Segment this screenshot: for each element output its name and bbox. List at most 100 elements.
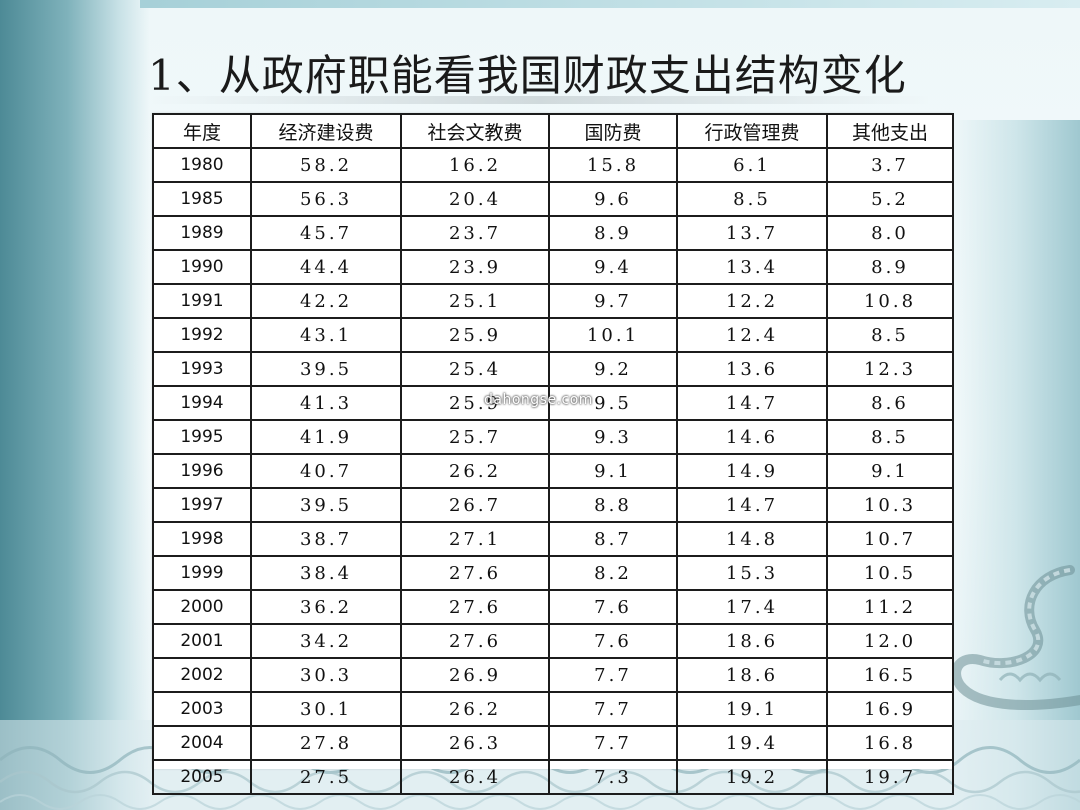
cell-administration: 14.9 [676, 453, 828, 489]
cell-economic-construction: 41.9 [250, 419, 402, 455]
table-row: 1995 41.9 25.7 9.3 14.6 8.5 [152, 419, 954, 455]
cell-national-defense: 9.3 [548, 419, 678, 455]
cell-national-defense: 9.2 [548, 351, 678, 387]
cell-administration: 14.7 [676, 385, 828, 421]
cell-year: 2001 [152, 623, 252, 659]
cell-administration: 13.7 [676, 215, 828, 251]
table-row: 1992 43.1 25.9 10.1 12.4 8.5 [152, 317, 954, 353]
cell-year: 1999 [152, 555, 252, 591]
cell-national-defense: 7.7 [548, 657, 678, 693]
cell-social-culture-education: 26.9 [400, 657, 550, 693]
table-header-row: 年度 经济建设费 社会文教费 国防费 行政管理费 其他支出 [152, 113, 954, 149]
cell-other-expenditure: 8.6 [826, 385, 954, 421]
cell-administration: 19.1 [676, 691, 828, 727]
cell-year: 1993 [152, 351, 252, 387]
cell-economic-construction: 27.5 [250, 759, 402, 795]
cell-national-defense: 7.3 [548, 759, 678, 795]
cell-social-culture-education: 23.9 [400, 249, 550, 285]
cell-social-culture-education: 25.4 [400, 351, 550, 387]
table-row: 2002 30.3 26.9 7.7 18.6 16.5 [152, 657, 954, 693]
cell-social-culture-education: 25.9 [400, 317, 550, 353]
cell-economic-construction: 42.2 [250, 283, 402, 319]
table-row: 1985 56.3 20.4 9.6 8.5 5.2 [152, 181, 954, 217]
table-row: 1980 58.2 16.2 15.8 6.1 3.7 [152, 147, 954, 183]
cell-administration: 12.4 [676, 317, 828, 353]
cell-social-culture-education: 26.3 [400, 725, 550, 761]
cell-other-expenditure: 8.5 [826, 419, 954, 455]
cell-year: 1980 [152, 147, 252, 183]
cell-other-expenditure: 12.0 [826, 623, 954, 659]
cell-year: 2005 [152, 759, 252, 795]
cell-economic-construction: 30.3 [250, 657, 402, 693]
header-economic-construction: 经济建设费 [250, 113, 402, 149]
cell-other-expenditure: 5.2 [826, 181, 954, 217]
expenditure-table-container: 年度 经济建设费 社会文教费 国防费 行政管理费 其他支出 1980 58.2 16… [152, 113, 954, 795]
cell-social-culture-education: 25.9 [400, 385, 550, 421]
cell-year: 1996 [152, 453, 252, 489]
cell-national-defense: 7.7 [548, 691, 678, 727]
cell-other-expenditure: 8.5 [826, 317, 954, 353]
cell-social-culture-education: 27.6 [400, 589, 550, 625]
cell-economic-construction: 39.5 [250, 487, 402, 523]
cell-other-expenditure: 10.3 [826, 487, 954, 523]
table-row: 1990 44.4 23.9 9.4 13.4 8.9 [152, 249, 954, 285]
left-decorative-band [0, 0, 150, 810]
cell-social-culture-education: 27.6 [400, 623, 550, 659]
cell-social-culture-education: 23.7 [400, 215, 550, 251]
cell-economic-construction: 44.4 [250, 249, 402, 285]
cell-social-culture-education: 16.2 [400, 147, 550, 183]
dragon-ornament-icon [951, 565, 1080, 710]
slide-title: 1、从政府职能看我国财政支出结构变化 [148, 51, 907, 100]
cell-social-culture-education: 26.2 [400, 691, 550, 727]
cell-economic-construction: 27.8 [250, 725, 402, 761]
title-underline-shadow [150, 96, 930, 104]
cell-social-culture-education: 20.4 [400, 181, 550, 217]
table-row: 2000 36.2 27.6 7.6 17.4 11.2 [152, 589, 954, 625]
cell-year: 2000 [152, 589, 252, 625]
table-row: 1999 38.4 27.6 8.2 15.3 10.5 [152, 555, 954, 591]
table-row: 1997 39.5 26.7 8.8 14.7 10.3 [152, 487, 954, 523]
cell-national-defense: 8.7 [548, 521, 678, 557]
cell-administration: 6.1 [676, 147, 828, 183]
cell-national-defense: 8.9 [548, 215, 678, 251]
cell-national-defense: 9.7 [548, 283, 678, 319]
header-other-expenditure: 其他支出 [826, 113, 954, 149]
cell-economic-construction: 58.2 [250, 147, 402, 183]
cell-social-culture-education: 27.1 [400, 521, 550, 557]
cell-social-culture-education: 26.4 [400, 759, 550, 795]
cell-year: 1995 [152, 419, 252, 455]
cell-administration: 14.8 [676, 521, 828, 557]
cell-economic-construction: 43.1 [250, 317, 402, 353]
table-row: 2001 34.2 27.6 7.6 18.6 12.0 [152, 623, 954, 659]
cell-national-defense: 7.6 [548, 623, 678, 659]
cell-other-expenditure: 16.8 [826, 725, 954, 761]
cell-economic-construction: 34.2 [250, 623, 402, 659]
cell-other-expenditure: 10.5 [826, 555, 954, 591]
cell-administration: 13.4 [676, 249, 828, 285]
cell-national-defense: 15.8 [548, 147, 678, 183]
table-row: 1993 39.5 25.4 9.2 13.6 12.3 [152, 351, 954, 387]
header-administration: 行政管理费 [676, 113, 828, 149]
cell-economic-construction: 38.7 [250, 521, 402, 557]
watermark-text: dahongse.com [484, 392, 593, 408]
table-row: 1989 45.7 23.7 8.9 13.7 8.0 [152, 215, 954, 251]
cell-year: 1994 [152, 385, 252, 421]
cell-administration: 17.4 [676, 589, 828, 625]
cell-administration: 15.3 [676, 555, 828, 591]
cell-administration: 18.6 [676, 657, 828, 693]
cell-social-culture-education: 25.7 [400, 419, 550, 455]
cell-administration: 14.7 [676, 487, 828, 523]
cell-other-expenditure: 8.9 [826, 249, 954, 285]
cell-year: 2004 [152, 725, 252, 761]
cell-national-defense: 9.6 [548, 181, 678, 217]
cell-administration: 13.6 [676, 351, 828, 387]
cell-social-culture-education: 25.1 [400, 283, 550, 319]
table-row: 1996 40.7 26.2 9.1 14.9 9.1 [152, 453, 954, 489]
cell-year: 1985 [152, 181, 252, 217]
header-social-culture-education: 社会文教费 [400, 113, 550, 149]
cell-other-expenditure: 19.7 [826, 759, 954, 795]
top-decorative-strip [140, 0, 1080, 8]
cell-national-defense: 10.1 [548, 317, 678, 353]
cell-other-expenditure: 12.3 [826, 351, 954, 387]
cell-year: 2002 [152, 657, 252, 693]
